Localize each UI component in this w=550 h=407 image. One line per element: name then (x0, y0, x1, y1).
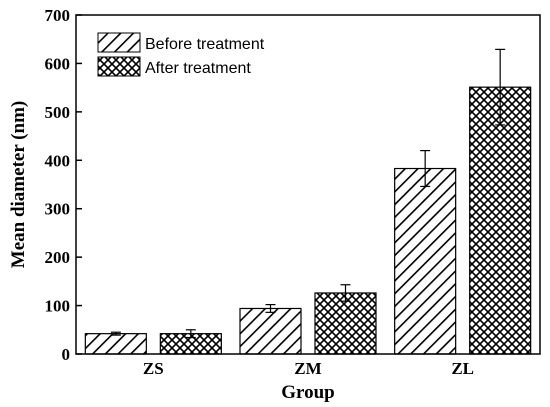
error-bar (340, 284, 351, 302)
error-bar (265, 304, 276, 313)
plot-frame (75, 14, 541, 355)
y-axis-title: Mean diameter (nm) (8, 101, 29, 268)
x-tick-label: ZL (451, 359, 474, 378)
legend-swatch-before (97, 32, 141, 53)
y-tick-label: 300 (45, 200, 71, 219)
y-tick-label: 500 (45, 103, 71, 122)
error-bar (185, 329, 196, 339)
legend-swatch-after (97, 56, 141, 77)
legend: Before treatment After treatment (97, 32, 265, 77)
legend-label-after: After treatment (145, 60, 251, 77)
y-axis: 0 100 200 300 400 500 600 700 (45, 6, 82, 364)
bar-zm-after (314, 292, 377, 355)
y-tick-label: 600 (45, 54, 71, 73)
bar-zm-before (239, 307, 302, 355)
x-tick-label: ZM (294, 359, 321, 378)
bar-zs-before (84, 333, 147, 355)
error-bar (420, 150, 431, 188)
y-tick-label: 400 (45, 151, 71, 170)
error-bar (110, 331, 121, 336)
y-tick-label: 0 (62, 345, 71, 364)
bar-zl-before (394, 167, 457, 355)
bar-zl-after (469, 86, 532, 355)
legend-label-before: Before treatment (145, 36, 265, 53)
error-bar (495, 48, 506, 126)
bars-layer (84, 86, 532, 355)
y-tick-label: 700 (45, 6, 71, 25)
x-axis-title: Group (281, 382, 335, 403)
error-bars-layer (110, 48, 506, 339)
y-tick-label: 200 (45, 248, 71, 267)
x-tick-label: ZS (143, 359, 164, 378)
x-axis: ZS ZM ZL (143, 359, 474, 378)
y-tick-label: 100 (45, 297, 71, 316)
